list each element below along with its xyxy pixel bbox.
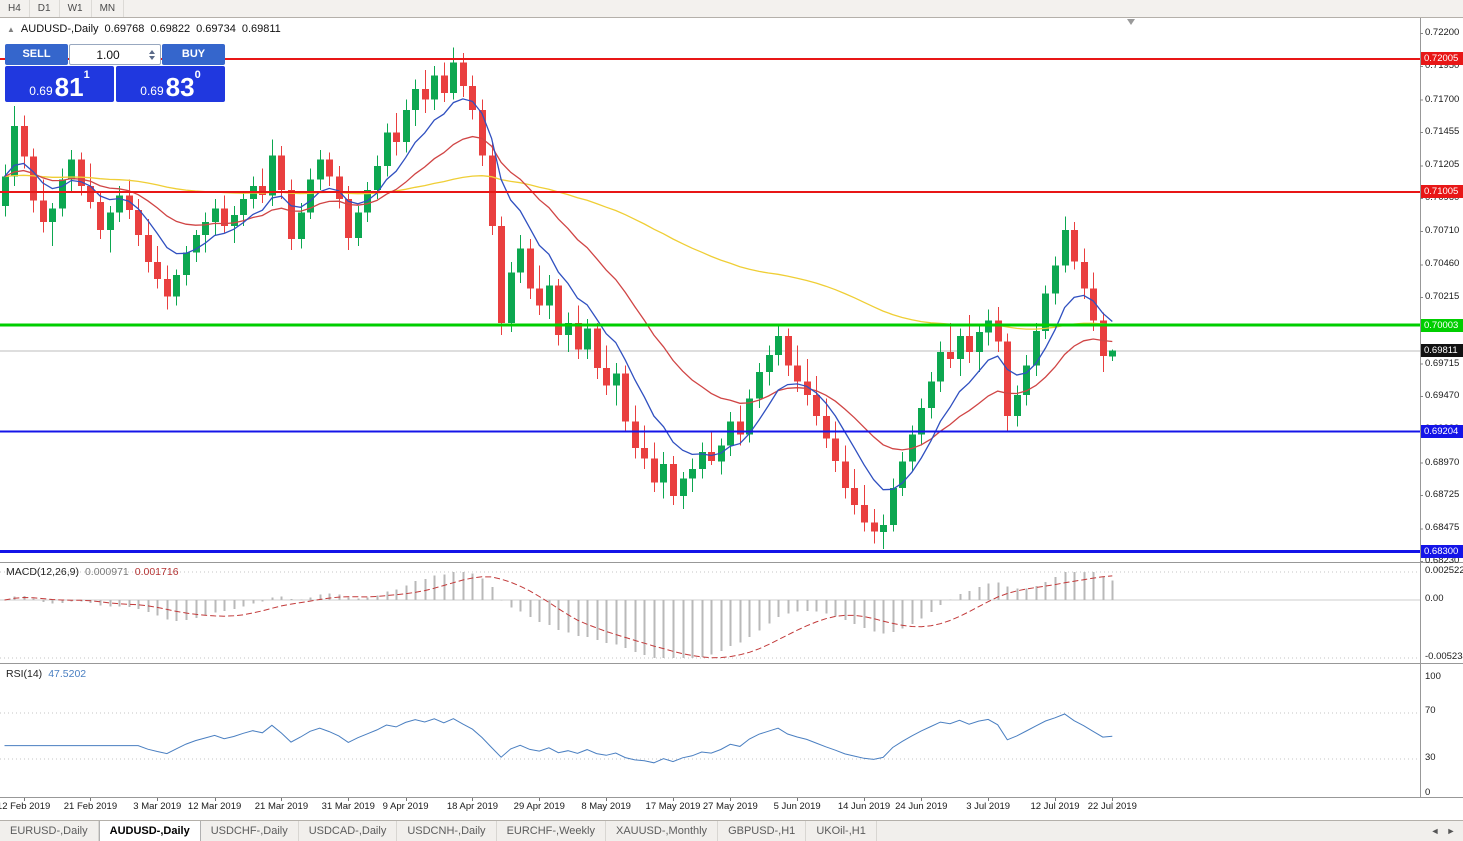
tab-gbpusd-h1[interactable]: GBPUSD-,H1 [718,821,807,841]
rsi-axis-70-label: 70 [1425,705,1436,716]
tab-audusd-daily[interactable]: AUDUSD-,Daily [98,821,201,841]
volume-spinner[interactable] [146,49,160,60]
bid-price-prefix: 0.69 [29,84,53,98]
rsi-value: 47.5202 [48,668,87,680]
macd-indicator-header: MACD(12,26,9) 0.000971 0.001716 [6,566,179,578]
ohlc-close: 0.69811 [241,23,281,35]
macd-panel-graphics [0,571,1420,659]
tab-usdchf-daily[interactable]: USDCHF-,Daily [201,821,299,841]
tab-scroll-left-icon[interactable]: ◄ [1430,826,1440,836]
bid-price-point: 1 [83,69,90,81]
tab-scroll-controls: ◄ ► [1427,821,1463,841]
ask-price-point: 0 [194,69,201,81]
volume-input[interactable]: 1.00 [69,44,161,65]
ohlc-high: 0.69822 [150,23,191,35]
macd-axis-min-label: -0.005234 [1425,651,1463,662]
rsi-axis-0-label: 0 [1425,787,1431,798]
ask-price-pips: 83 [165,72,195,102]
macd-indicator-label: MACD(12,26,9) [6,566,79,578]
chart-symbol-label: AUDUSD-,Daily [20,23,99,35]
volume-value: 1.00 [96,47,120,62]
ohlc-low: 0.69734 [196,23,236,35]
ma-fast-line [4,98,1113,491]
tab-eurchf-weekly[interactable]: EURCHF-,Weekly [497,821,606,841]
spinner-up-icon[interactable] [149,49,155,54]
rsi-line [4,713,1113,764]
ask-price-prefix: 0.69 [140,84,164,98]
chart-shift-marker-icon [1127,19,1135,25]
rsi-axis-100-label: 100 [1425,671,1441,682]
timeframe-button-h4[interactable]: H4 [0,0,30,17]
ohlc-open: 0.69768 [104,23,145,35]
timeframe-button-w1[interactable]: W1 [60,0,92,17]
chart-tabs-bar: EURUSD-,Daily AUDUSD-,Daily USDCHF-,Dail… [0,820,1463,841]
spinner-down-icon[interactable] [149,55,155,60]
macd-histogram [13,572,1114,658]
one-click-collapse-icon[interactable]: ▲ [7,24,15,34]
timeframe-toolbar: H4 D1 W1 MN [0,0,1463,17]
macd-axis-zero-label: 0.00 [1425,593,1444,604]
tab-eurusd-daily[interactable]: EURUSD-,Daily [0,821,99,841]
tab-usdcad-daily[interactable]: USDCAD-,Daily [299,821,398,841]
sell-button[interactable]: SELL [5,44,68,65]
tab-ukoil-h1[interactable]: UKOil-,H1 [806,821,877,841]
one-click-trading-panel: SELL 1.00 BUY 0.69 81 1 0.69 83 0 [5,44,225,102]
tab-scroll-right-icon[interactable]: ► [1446,826,1456,836]
sell-price-button[interactable]: 0.69 81 1 [5,66,114,102]
bid-price-pips: 81 [54,72,84,102]
horizontal-level-lines[interactable] [0,57,1420,554]
rsi-axis-30-label: 30 [1425,752,1436,763]
ma-medium-line [4,135,1113,451]
buy-button[interactable]: BUY [162,44,225,65]
tab-usdcnh-daily[interactable]: USDCNH-,Daily [397,821,497,841]
rsi-indicator-header: RSI(14) 47.5202 [6,668,86,680]
macd-signal-line [4,575,1113,659]
macd-axis-max-label: 0.002522 [1425,565,1463,576]
candles-layer [2,47,1116,549]
timeframe-button-mn[interactable]: MN [92,0,125,17]
rsi-indicator-label: RSI(14) [6,668,43,680]
macd-main-value: 0.000971 [84,566,129,578]
chart-header: ▲ AUDUSD-,Daily 0.69768 0.69822 0.69734 … [7,23,281,35]
macd-signal-value: 0.001716 [134,566,179,578]
tab-xauusd-monthly[interactable]: XAUUSD-,Monthly [606,821,719,841]
timeframe-button-d1[interactable]: D1 [30,0,60,17]
buy-price-button[interactable]: 0.69 83 0 [116,66,225,102]
rsi-panel-graphics [0,712,1420,764]
panel-separators [0,17,1463,801]
